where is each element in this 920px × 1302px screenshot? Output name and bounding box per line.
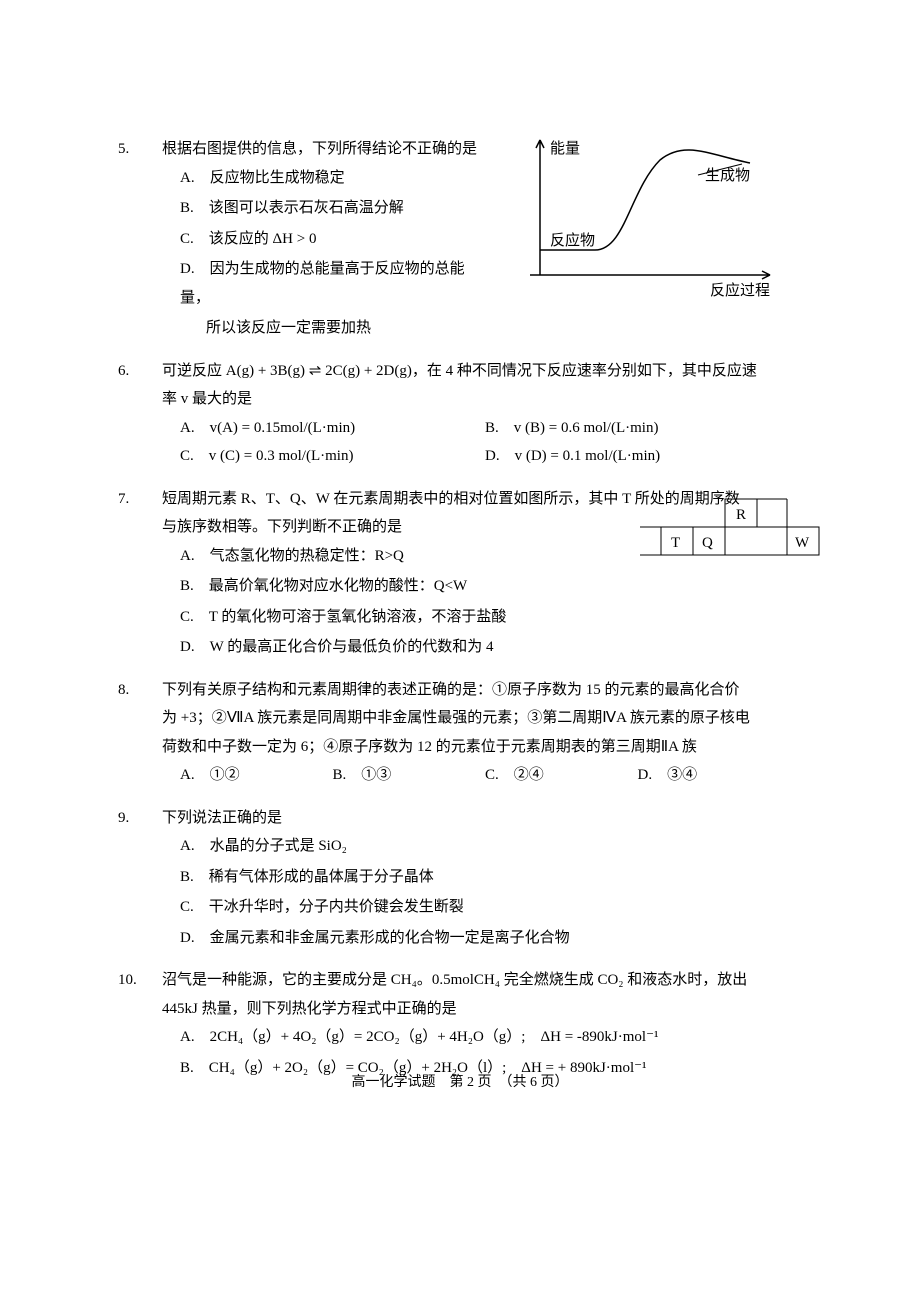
q5-stem: 5.根据右图提供的信息，下列所得结论不正确的是 <box>140 135 480 164</box>
q8-stem: 8.下列有关原子结构和元素周期律的表述正确的是：①原子序数为 15 的元素的最高… <box>140 676 790 705</box>
label-t: T <box>671 535 680 551</box>
q7-periodic-fragment: R T Q W <box>620 497 820 557</box>
q10-stem-2: 445kJ 热量，则下列热化学方程式中正确的是 <box>140 995 790 1024</box>
q9-stem: 9.下列说法正确的是 <box>140 804 790 833</box>
q9-opt-c: C. 干冰升华时，分子内共价键会发生断裂 <box>180 893 790 922</box>
product-label: 生成物 <box>705 167 750 184</box>
q10-num: 10. <box>140 966 162 995</box>
q8-num: 8. <box>140 676 162 705</box>
page-footer: 高一化学试题 第 2 页 （共 6 页） <box>0 1070 920 1097</box>
question-10: 10.沼气是一种能源，它的主要成分是 CH₄。0.5molCH₄ 完全燃烧生成 … <box>140 966 790 1082</box>
q8-stem-2: 为 +3；②ⅦA 族元素是同周期中非金属性最强的元素；③第二周期ⅣA 族元素的原… <box>140 704 790 733</box>
periodic-cells-svg: R T Q W <box>620 497 820 557</box>
q5-opt-d2: 所以该反应一定需要加热 <box>180 314 480 343</box>
reactant-label: 反应物 <box>550 231 595 249</box>
q6-opt-b: B. v (B) = 0.6 mol/(L·min) <box>485 414 790 443</box>
q6-opt-c: C. v (C) = 0.3 mol/(L·min) <box>180 442 485 471</box>
q9-stem-text: 下列说法正确的是 <box>162 810 282 826</box>
q9-opt-b: B. 稀有气体形成的晶体属于分子晶体 <box>180 863 790 892</box>
q5-stem-text: 根据右图提供的信息，下列所得结论不正确的是 <box>162 141 477 157</box>
q6-stem-2: 率 v 最大的是 <box>140 385 790 414</box>
question-9: 9.下列说法正确的是 A. 水晶的分子式是 SiO₂ B. 稀有气体形成的晶体属… <box>140 804 790 953</box>
q8-stem-1: 下列有关原子结构和元素周期律的表述正确的是：①原子序数为 15 的元素的最高化合… <box>162 682 740 698</box>
q5-num: 5. <box>140 135 162 164</box>
q5-opt-a: A. 反应物比生成物稳定 <box>180 164 480 193</box>
q9-num: 9. <box>140 804 162 833</box>
q6-stem: 6.可逆反应 A(g) + 3B(g) ⇌ 2C(g) + 2D(g)，在 4 … <box>140 357 790 386</box>
q7-opt-d: D. W 的最高正化合价与最低负价的代数和为 4 <box>180 633 560 662</box>
q7-num: 7. <box>140 485 162 514</box>
y-axis-label: 能量 <box>550 140 580 157</box>
q6-stem-1: 可逆反应 A(g) + 3B(g) ⇌ 2C(g) + 2D(g)，在 4 种不… <box>162 363 757 379</box>
q5-opt-c: C. 该反应的 ΔH > 0 <box>180 225 480 254</box>
question-6: 6.可逆反应 A(g) + 3B(g) ⇌ 2C(g) + 2D(g)，在 4 … <box>140 357 790 471</box>
q8-opt-b: B. ①③ <box>333 761 486 790</box>
q10-opt-a: A. 2CH₄（g）+ 4O₂（g）= 2CO₂（g）+ 4H₂O（g）; ΔH… <box>180 1023 790 1052</box>
q8-opt-a: A. ①② <box>180 761 333 790</box>
y-axis-arrow <box>536 140 544 275</box>
label-q: Q <box>702 535 713 551</box>
q5-opt-d: D. 因为生成物的总能量高于反应物的总能量， <box>180 255 480 312</box>
q7-opt-a: A. 气态氢化物的热稳定性：R>Q <box>180 542 560 571</box>
energy-curve-svg: 能量 反应物 生成物 反应过程 <box>520 135 790 300</box>
question-8: 8.下列有关原子结构和元素周期律的表述正确的是：①原子序数为 15 的元素的最高… <box>140 676 790 790</box>
x-axis-arrow <box>530 271 770 279</box>
q6-num: 6. <box>140 357 162 386</box>
q10-stem-1: 沼气是一种能源，它的主要成分是 CH₄。0.5molCH₄ 完全燃烧生成 CO₂… <box>162 972 747 988</box>
q9-opt-d: D. 金属元素和非金属元素形成的化合物一定是离子化合物 <box>180 924 790 953</box>
label-r: R <box>736 507 746 523</box>
q9-opt-a: A. 水晶的分子式是 SiO₂ <box>180 832 790 861</box>
q8-opt-c: C. ②④ <box>485 761 638 790</box>
q10-stem: 10.沼气是一种能源，它的主要成分是 CH₄。0.5molCH₄ 完全燃烧生成 … <box>140 966 790 995</box>
q8-stem-3: 荷数和中子数一定为 6；④原子序数为 12 的元素位于元素周期表的第三周期ⅡA … <box>140 733 790 762</box>
q6-opt-d: D. v (D) = 0.1 mol/(L·min) <box>485 442 790 471</box>
q8-opt-d: D. ③④ <box>638 761 791 790</box>
q5-opt-b: B. 该图可以表示石灰石高温分解 <box>180 194 480 223</box>
q6-opt-a: A. v(A) = 0.15mol/(L·min) <box>180 414 485 443</box>
x-axis-label: 反应过程 <box>710 281 770 299</box>
q7-opt-c: C. T 的氧化物可溶于氢氧化钠溶液，不溶于盐酸 <box>180 603 560 632</box>
label-w: W <box>795 535 810 551</box>
q7-opt-b: B. 最高价氧化物对应水化物的酸性：Q<W <box>180 572 560 601</box>
q5-energy-diagram: 能量 反应物 生成物 反应过程 <box>520 135 790 300</box>
